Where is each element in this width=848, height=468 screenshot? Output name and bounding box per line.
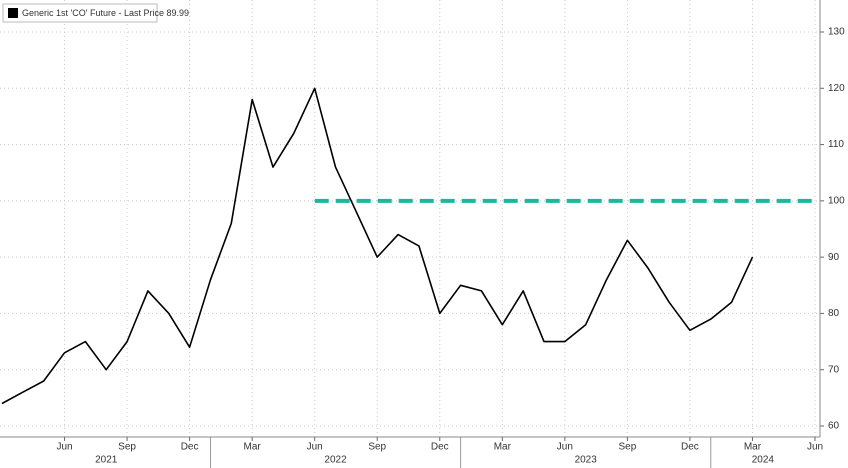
x-tick-label: Mar bbox=[744, 442, 762, 453]
y-tick-label: 80 bbox=[828, 308, 840, 319]
x-tick-label: Dec bbox=[681, 442, 699, 453]
x-tick-label: Mar bbox=[244, 442, 262, 453]
price-line bbox=[1, 87, 754, 405]
year-label: 2023 bbox=[575, 455, 598, 466]
y-tick-label: 130 bbox=[828, 27, 845, 38]
x-tick-label: Jun bbox=[807, 442, 823, 453]
x-tick-label: Mar bbox=[494, 442, 512, 453]
x-tick-label: Jun bbox=[307, 442, 323, 453]
x-tick-label: Jun bbox=[56, 442, 72, 453]
y-tick-label: 70 bbox=[828, 364, 840, 375]
y-tick-label: 90 bbox=[828, 252, 840, 263]
x-tick-label: Dec bbox=[431, 442, 449, 453]
y-tick-label: 100 bbox=[828, 195, 845, 206]
year-label: 2021 bbox=[95, 455, 118, 466]
y-tick-label: 120 bbox=[828, 83, 845, 94]
y-tick-label: 60 bbox=[828, 421, 840, 432]
legend-label: Generic 1st 'CO' Future - Last Price 89.… bbox=[22, 8, 189, 18]
x-tick-label: Jun bbox=[557, 442, 573, 453]
x-tick-label: Sep bbox=[118, 442, 136, 453]
year-label: 2022 bbox=[324, 455, 347, 466]
x-tick-label: Sep bbox=[368, 442, 386, 453]
year-label: 2024 bbox=[752, 455, 775, 466]
x-tick-label: Dec bbox=[181, 442, 199, 453]
x-tick-label: Sep bbox=[618, 442, 636, 453]
y-tick-label: 110 bbox=[828, 139, 844, 150]
legend-swatch bbox=[8, 8, 18, 18]
legend-box bbox=[2, 3, 158, 23]
